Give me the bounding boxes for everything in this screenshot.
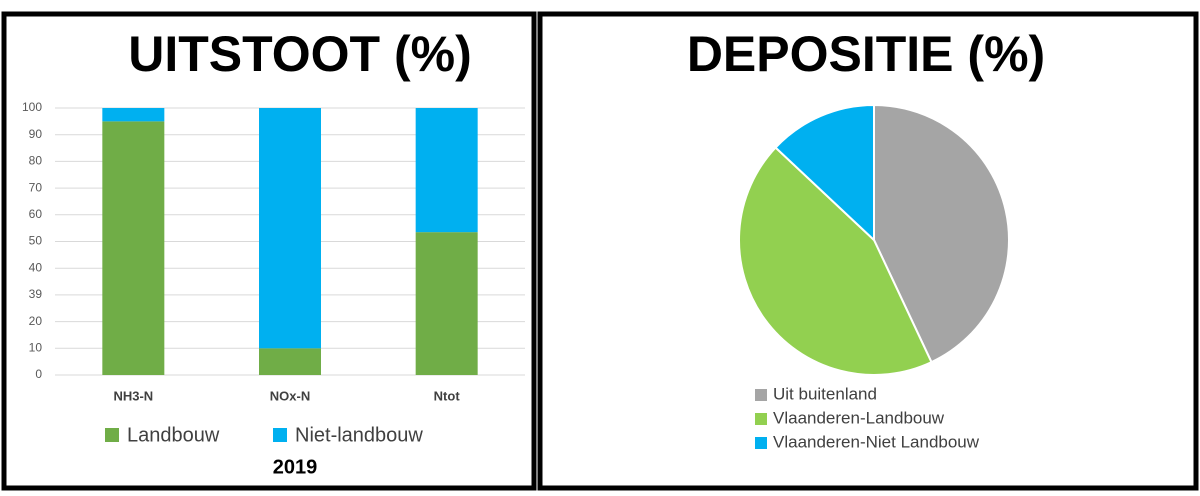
chart-title: DEPOSITIE (%): [687, 26, 1045, 82]
legend-swatch: [755, 437, 767, 449]
subtitle: 2019: [273, 456, 318, 478]
y-tick-label: 90: [29, 127, 43, 141]
right-panel: [537, 11, 1199, 491]
left-panel: [1, 11, 537, 491]
legend-label: Uit buitenland: [773, 384, 877, 403]
y-tick-label: 20: [29, 314, 43, 328]
y-tick-label: 40: [29, 260, 43, 274]
y-tick-label: 39: [29, 287, 43, 301]
x-tick-label: Ntot: [434, 388, 461, 403]
y-tick-label: 10: [29, 340, 43, 354]
legend-swatch: [755, 413, 767, 425]
legend-label: Niet-landbouw: [295, 424, 423, 446]
y-tick-label: 100: [22, 100, 42, 114]
pie-slice: [738, 146, 933, 376]
legend-label: Vlaanderen-Niet Landbouw: [773, 432, 980, 451]
bar-segment: [259, 348, 321, 375]
bar-segment: [415, 108, 478, 233]
y-tick-label: 80: [29, 154, 43, 168]
bar-segment: [102, 121, 165, 375]
x-tick-label: NH3-N: [113, 388, 153, 403]
chart-title: UITSTOOT (%): [128, 26, 472, 82]
pie-slice: [873, 103, 1010, 364]
legend-swatch: [273, 428, 287, 442]
legend-swatch: [755, 389, 767, 401]
y-tick-label: 70: [29, 180, 43, 194]
y-tick-label: 50: [29, 234, 43, 248]
pie-slice: [774, 103, 875, 243]
legend-label: Landbouw: [127, 424, 220, 446]
bar-segment: [415, 232, 478, 375]
y-tick-label: 0: [35, 367, 42, 381]
bar-segment: [259, 108, 321, 349]
x-tick-label: NOx-N: [270, 388, 310, 403]
y-tick-label: 60: [29, 207, 43, 221]
bar-segment: [102, 108, 165, 122]
legend-swatch: [105, 428, 119, 442]
legend-label: Vlaanderen-Landbouw: [773, 408, 945, 427]
